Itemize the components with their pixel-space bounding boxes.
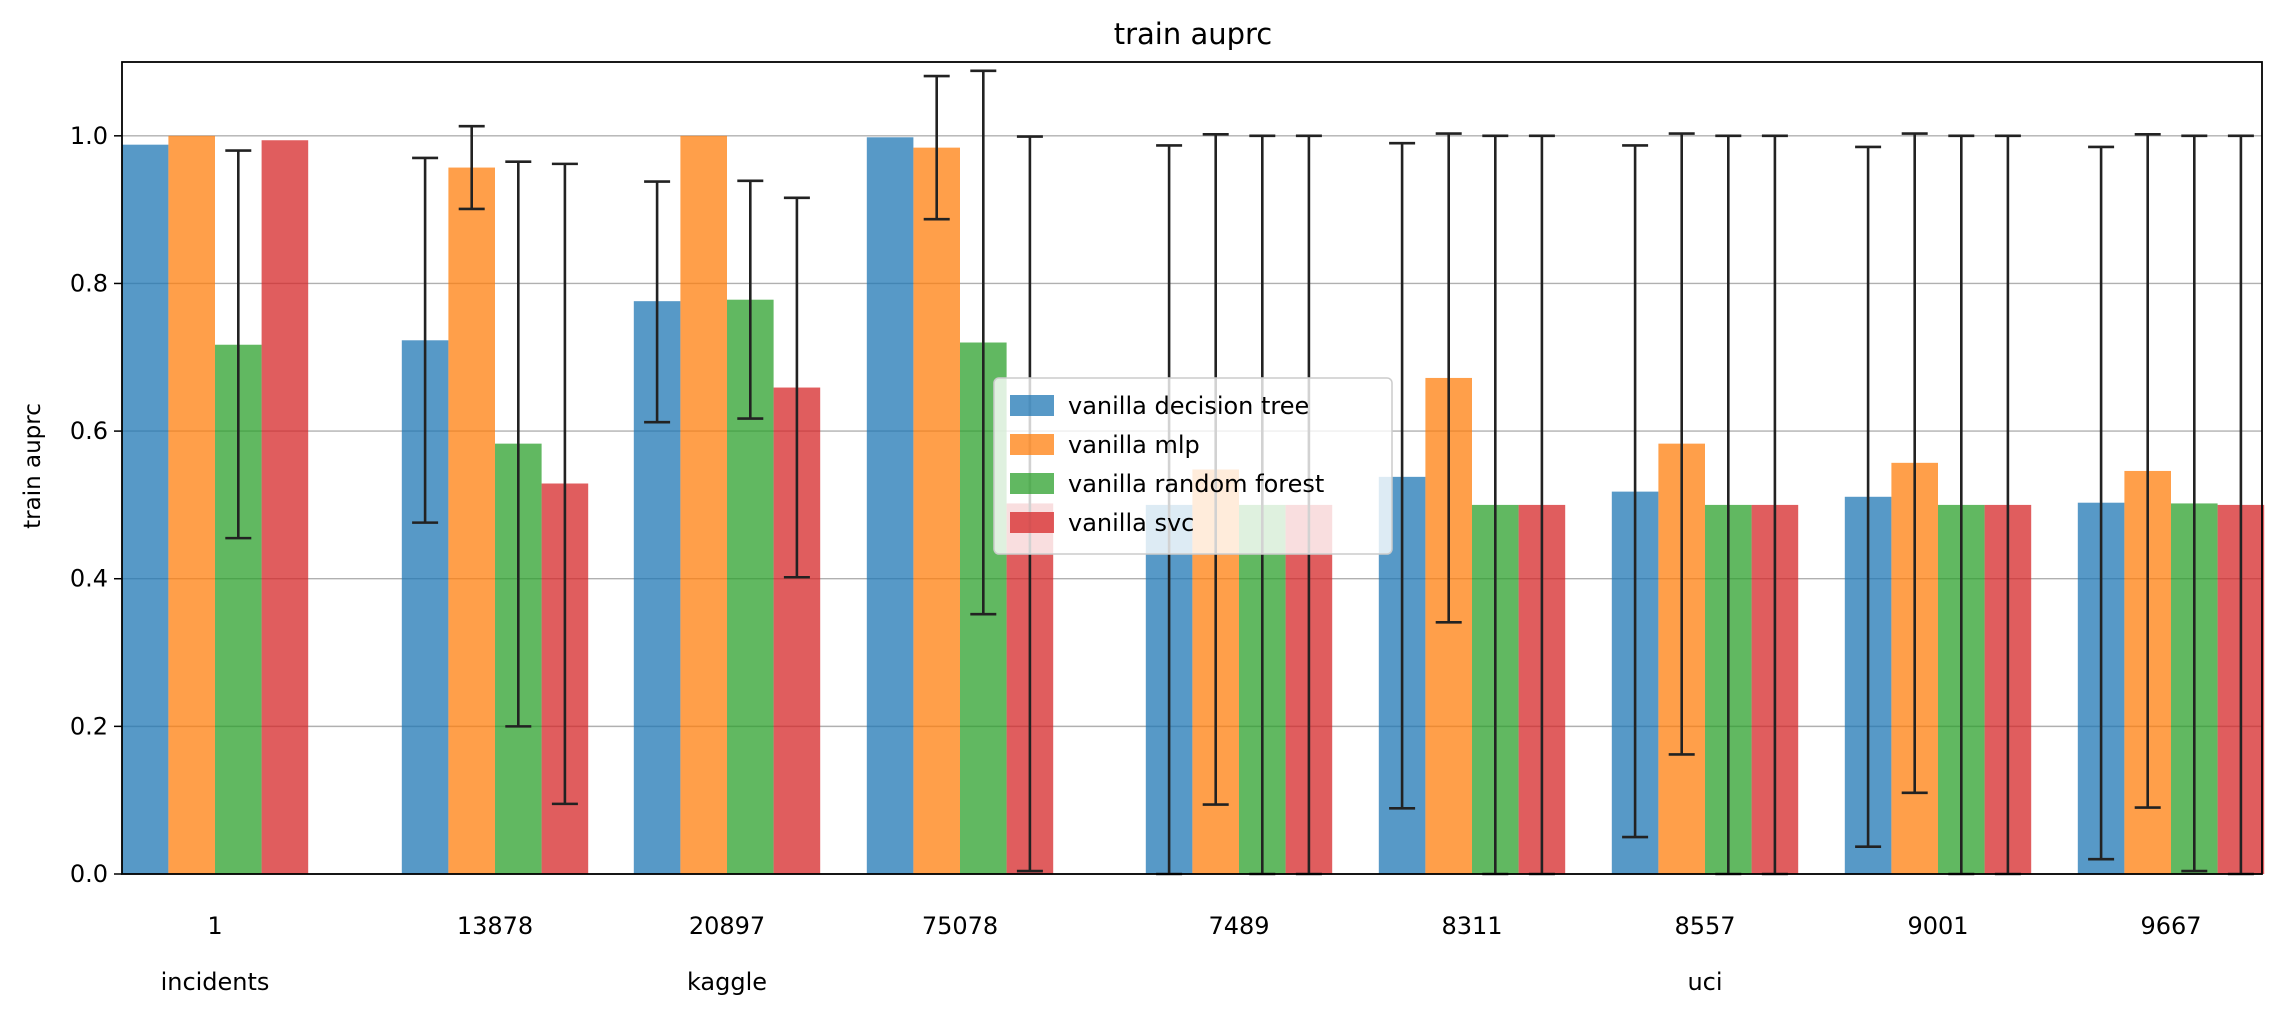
legend-item: vanilla svc	[1010, 509, 1194, 537]
y-tick-label: 0.2	[70, 712, 108, 740]
x-tick-label: 1	[207, 912, 222, 940]
x-tick-label: 13878	[457, 912, 533, 940]
bar	[866, 137, 914, 874]
legend: vanilla decision tree vanilla mlp vanilla …	[993, 377, 1393, 555]
legend-swatch	[1010, 434, 1054, 455]
legend-label: vanilla svc	[1068, 509, 1194, 537]
error-bar	[2088, 145, 2115, 861]
legend-swatch	[1010, 512, 1054, 533]
category-group-label: incidents	[161, 968, 270, 996]
error-bar	[1668, 132, 1695, 756]
bar	[168, 135, 215, 874]
error-bar	[1855, 145, 1882, 848]
error-bar	[551, 162, 578, 806]
x-tick-label: 9001	[1907, 912, 1968, 940]
category-group-label: kaggle	[687, 968, 767, 996]
error-bar	[225, 149, 252, 540]
legend-item: vanilla decision tree	[1010, 392, 1309, 420]
bar	[121, 144, 169, 874]
x-axis-ticks: 1 13878 20897 75078 7489 8311 8557 9001 9667	[207, 912, 2201, 940]
legend-item: vanilla mlp	[1010, 431, 1200, 459]
bar	[448, 167, 495, 874]
legend-label: vanilla random forest	[1068, 470, 1324, 498]
category-group-labels: incidents kaggle uci	[161, 968, 1723, 996]
y-tick-label: 0.8	[70, 269, 108, 297]
error-bar	[737, 179, 764, 420]
bar	[913, 147, 960, 874]
legend-box	[993, 377, 1393, 555]
legend-item: vanilla random forest	[1010, 470, 1324, 498]
y-tick-label: 0.4	[70, 565, 108, 593]
error-bar	[923, 74, 950, 221]
x-tick-label: 7489	[1208, 912, 1269, 940]
error-bar	[2181, 134, 2208, 873]
error-bar	[783, 196, 810, 579]
legend-swatch	[1010, 395, 1054, 416]
x-tick-label: 75078	[922, 912, 998, 940]
plot-frame	[121, 61, 2263, 875]
category-group-label: uci	[1687, 968, 1722, 996]
error-bar	[1622, 144, 1649, 839]
y-tick-label: 0.6	[70, 417, 108, 445]
error-bar	[1901, 132, 1928, 795]
bar	[261, 140, 309, 875]
chart-title: train auprc	[1114, 17, 1273, 51]
y-tick-label: 0.0	[70, 860, 108, 888]
bar	[680, 135, 727, 874]
legend-label: vanilla decision tree	[1068, 392, 1309, 420]
error-bar	[1435, 132, 1462, 624]
error-bar	[458, 124, 485, 211]
legend-label: vanilla mlp	[1068, 431, 1200, 459]
y-tick-label: 1.0	[70, 122, 108, 150]
error-bar	[412, 156, 439, 524]
error-bar	[2134, 133, 2161, 809]
y-axis-ticks: 0.0 0.2 0.4 0.6 0.8 1.0	[70, 122, 122, 888]
error-bar	[644, 180, 671, 424]
legend-swatch	[1010, 473, 1054, 494]
bar-series-1	[168, 135, 2171, 874]
error-bar	[1389, 141, 1416, 810]
error-bar	[970, 69, 997, 616]
x-tick-label: 9667	[2140, 912, 2201, 940]
y-axis-label: train auprc	[20, 403, 46, 529]
x-tick-label: 20897	[689, 912, 765, 940]
error-bar	[505, 160, 532, 728]
x-tick-label: 8311	[1441, 912, 1502, 940]
x-tick-label: 8557	[1674, 912, 1735, 940]
